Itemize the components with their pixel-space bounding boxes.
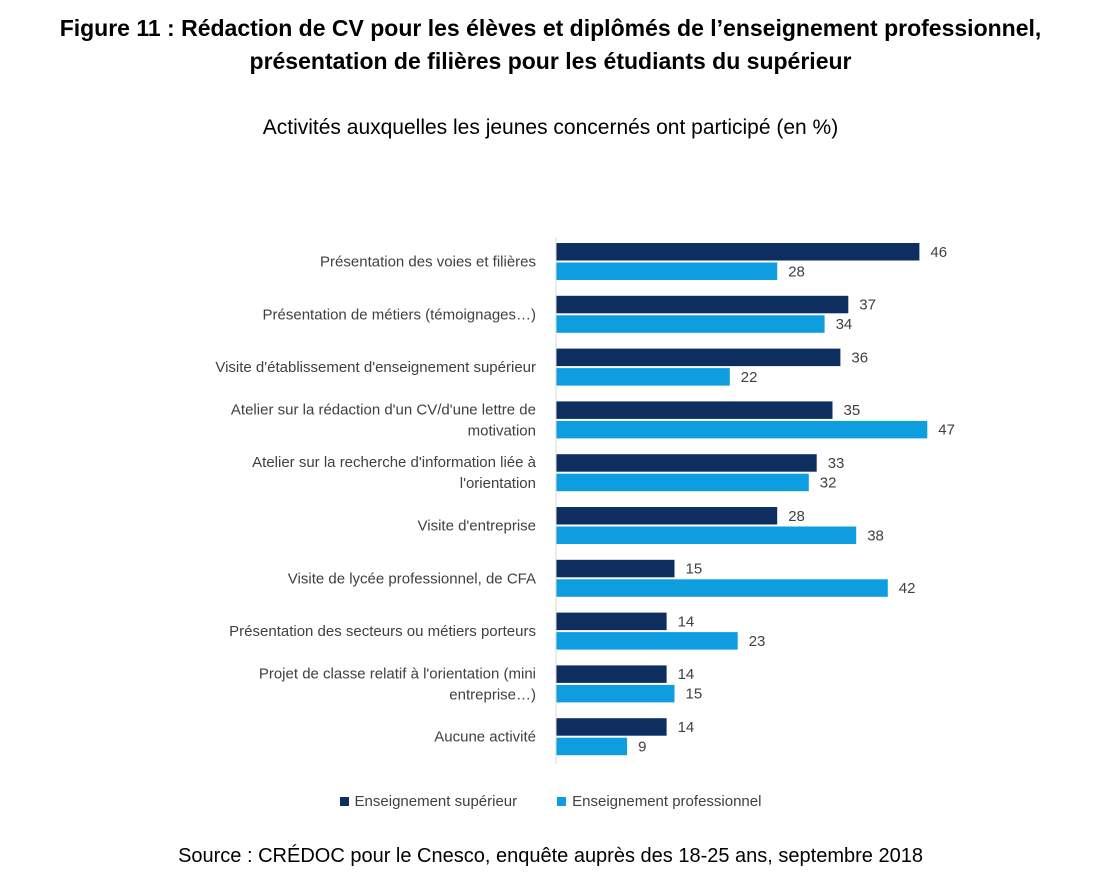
bar-professionnel (556, 737, 628, 756)
data-label-superieur: 15 (686, 561, 703, 578)
category-label: Présentation des secteurs ou métiers por… (229, 623, 536, 640)
bar-superieur (556, 348, 841, 367)
chart-legend: Enseignement supérieur Enseignement prof… (0, 793, 1101, 810)
category-label: Visite de lycée professionnel, de CFA (288, 570, 536, 587)
source-note: Source : CRÉDOC pour le Cnesco, enquête … (178, 845, 923, 867)
bar-professionnel (556, 420, 928, 439)
legend-label-superieur: Enseignement supérieur (354, 793, 518, 810)
bar-superieur (556, 559, 675, 578)
bar-professionnel (556, 684, 675, 703)
data-label-professionnel: 34 (836, 316, 853, 333)
legend-item-professionnel: Enseignement professionnel (557, 793, 761, 810)
data-label-superieur: 14 (678, 666, 695, 683)
data-label-professionnel: 42 (899, 580, 916, 597)
data-label-professionnel: 22 (741, 369, 758, 386)
bar-professionnel (556, 473, 809, 492)
bar-superieur (556, 507, 778, 525)
category-label: Atelier sur la rédaction d'un CV/d'une l… (231, 401, 536, 418)
category-label: entreprise…) (449, 686, 536, 703)
data-label-professionnel: 47 (938, 422, 955, 439)
bar-superieur (556, 295, 849, 314)
bar-professionnel (556, 526, 857, 544)
bar-professionnel (556, 262, 778, 280)
bar-superieur (556, 612, 667, 631)
category-label: motivation (468, 422, 536, 439)
category-label: Présentation de métiers (témoignages…) (263, 306, 536, 323)
bar-professionnel (556, 632, 738, 650)
data-label-professionnel: 28 (788, 263, 805, 280)
figure-title-line-2: présentation de filières pour les étudia… (249, 48, 852, 74)
data-label-superieur: 14 (678, 719, 695, 736)
category-label: Visite d'entreprise (418, 518, 536, 535)
data-label-professionnel: 32 (820, 474, 837, 491)
category-label: Visite d'établissement d'enseignement su… (215, 359, 536, 376)
bar-professionnel (556, 315, 825, 333)
bar-superieur (556, 718, 667, 736)
bar-superieur (556, 401, 833, 419)
data-label-superieur: 14 (678, 613, 695, 630)
legend-swatch-superieur (339, 797, 349, 806)
category-label: Aucune activité (434, 729, 536, 746)
data-label-professionnel: 23 (749, 633, 766, 650)
data-label-superieur: 28 (788, 508, 805, 525)
chart-title: Activités auxquelles les jeunes concerné… (262, 116, 839, 139)
figure-title: Figure 11 : Rédaction de CV pour les élè… (0, 12, 1101, 78)
bar-superieur (556, 454, 817, 472)
legend-swatch-professionnel (557, 797, 567, 806)
category-label: l'orientation (460, 475, 536, 492)
data-label-superieur: 35 (844, 402, 861, 419)
data-label-professionnel: 38 (867, 527, 884, 544)
bar-professionnel (556, 368, 730, 386)
legend-label-professionnel: Enseignement professionnel (572, 793, 762, 810)
bar-superieur (556, 665, 667, 683)
category-label: Atelier sur la recherche d'information l… (252, 454, 536, 471)
data-label-superieur: 46 (930, 244, 947, 261)
category-label: Projet de classe relatif à l'orientation… (259, 665, 536, 682)
bar-professionnel (556, 579, 888, 597)
bar-superieur (556, 243, 920, 261)
data-label-superieur: 36 (851, 349, 868, 366)
data-label-superieur: 33 (828, 455, 845, 472)
category-label: Présentation des voies et filières (320, 254, 536, 271)
legend-item-superieur: Enseignement supérieur (339, 793, 518, 810)
data-label-professionnel: 15 (686, 686, 703, 703)
data-label-professionnel: 9 (638, 738, 646, 755)
data-label-superieur: 37 (859, 297, 876, 314)
figure-title-line-1: Figure 11 : Rédaction de CV pour les élè… (59, 15, 1042, 41)
